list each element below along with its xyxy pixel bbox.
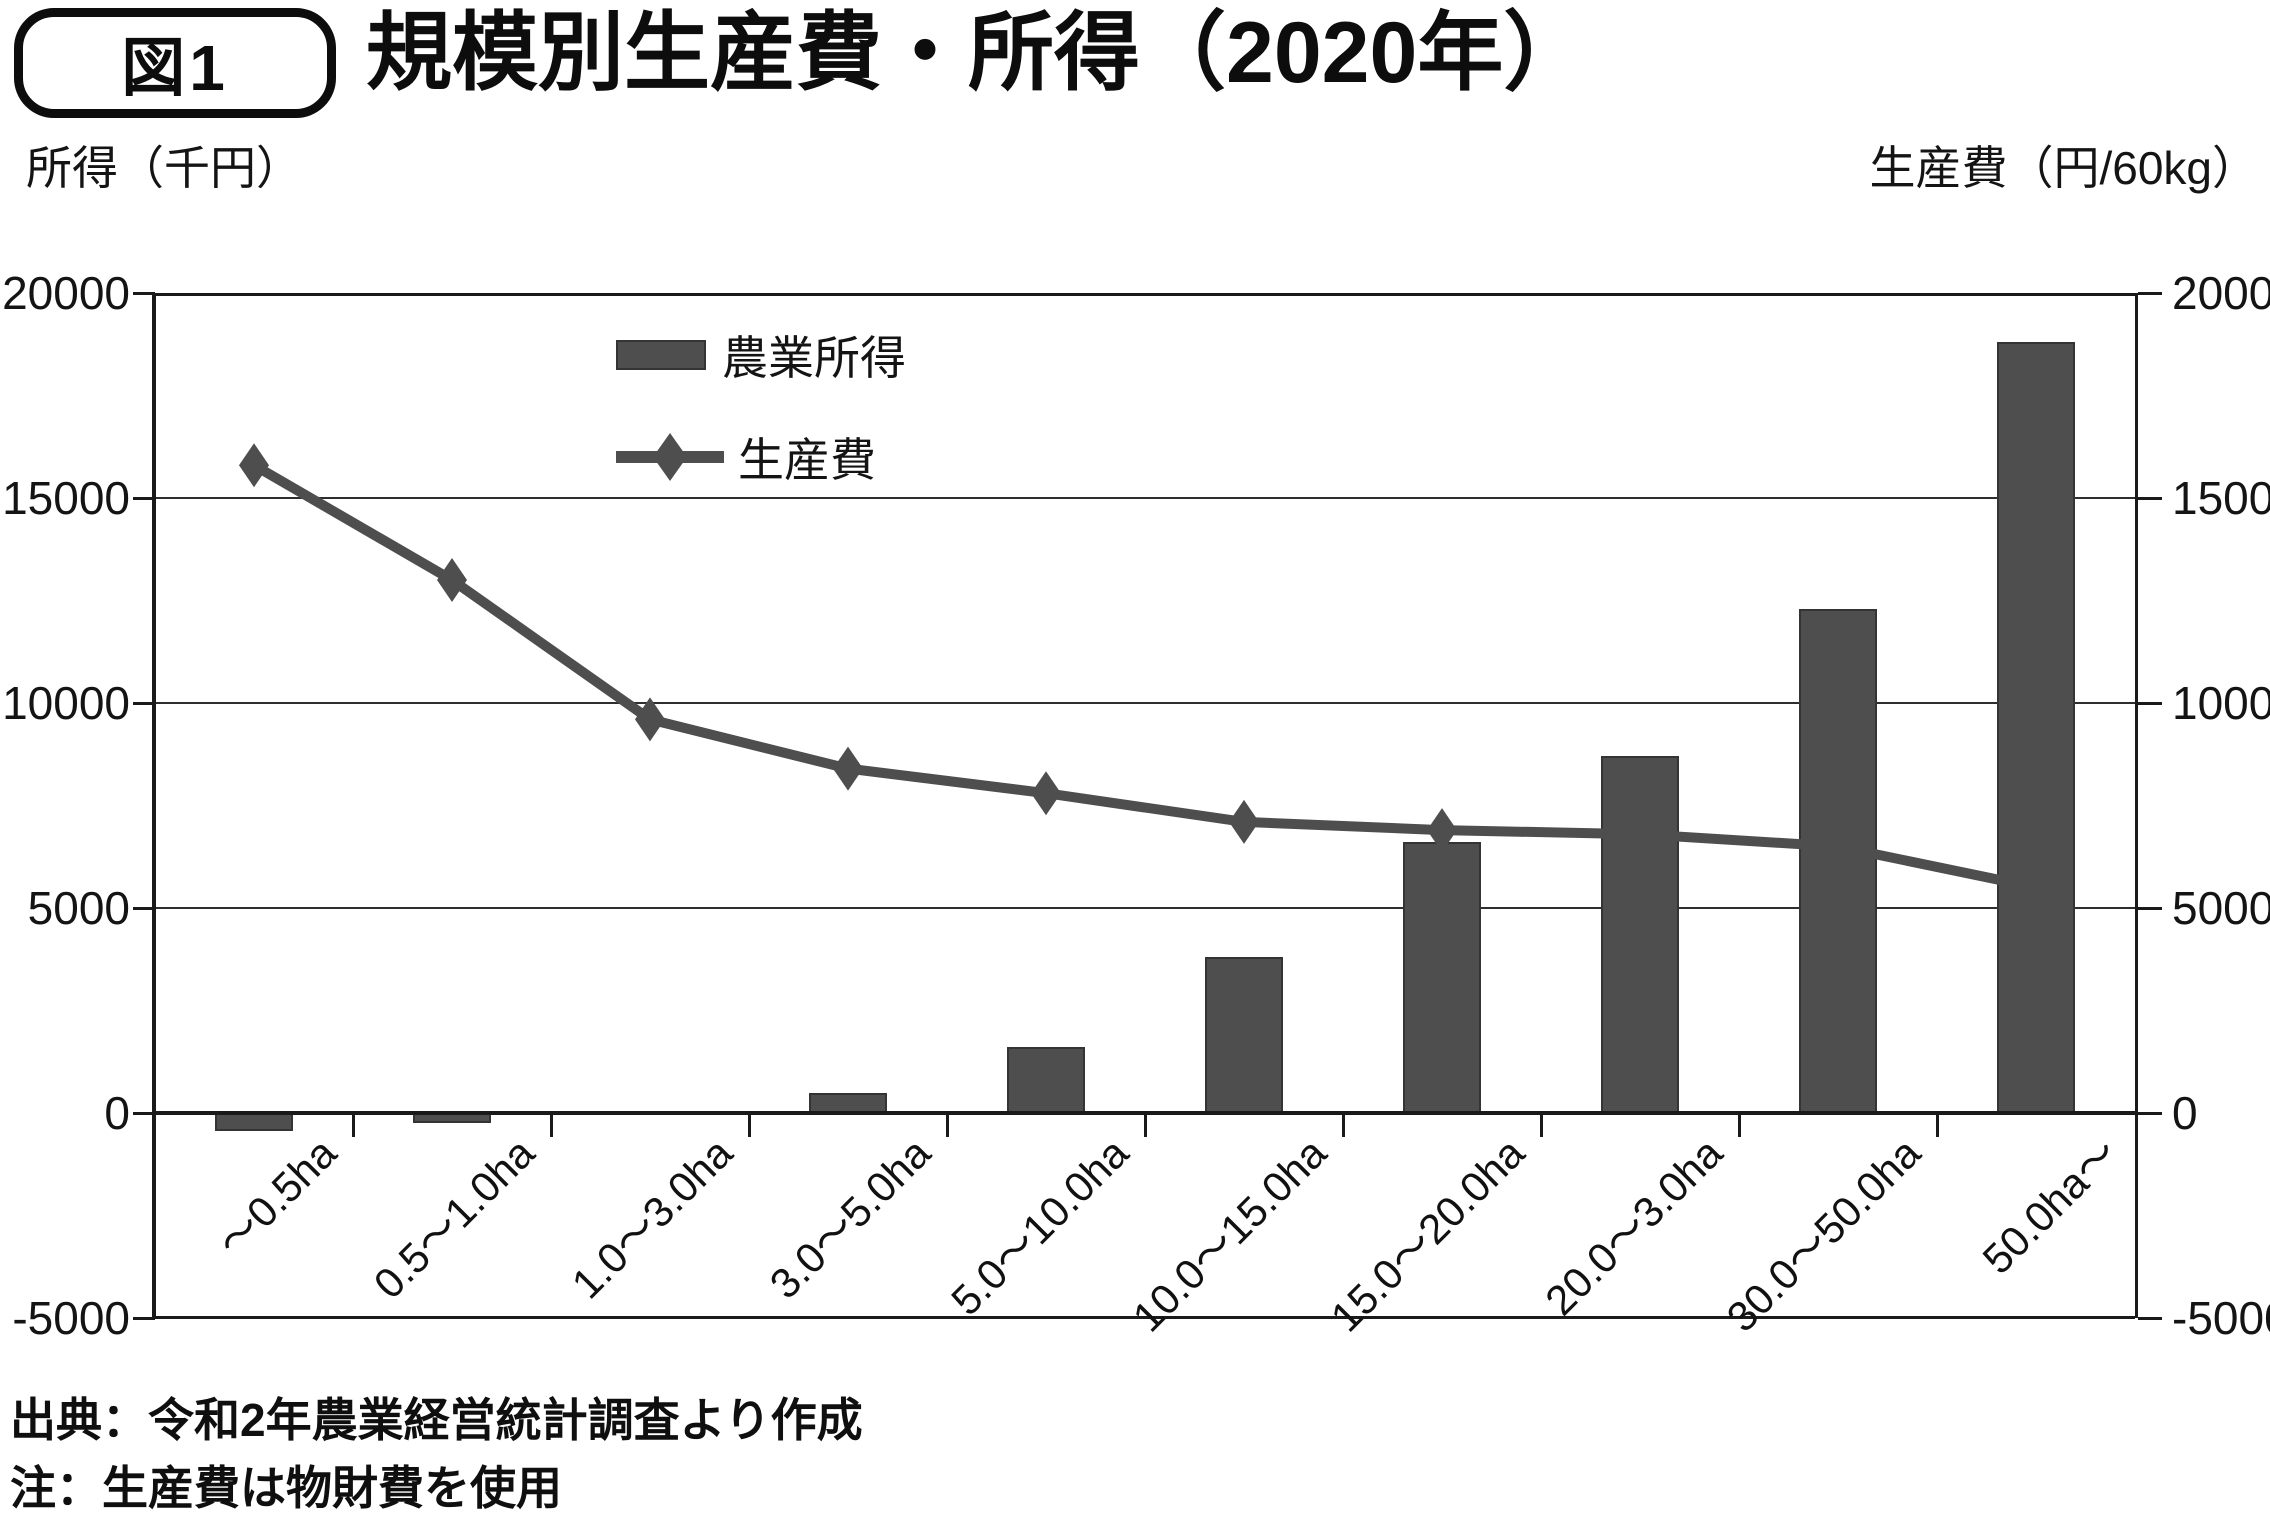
income-bar	[1997, 342, 2075, 1113]
y-tick-label-left: 5000	[27, 882, 130, 934]
y-tick-label-left: -5000	[12, 1292, 130, 1344]
cost-diamond-marker	[833, 746, 863, 791]
left-axis-tick	[133, 292, 155, 295]
y-tick-label-right: 10000	[2172, 677, 2270, 729]
note-line: 注：生産費は物財費を使用	[10, 1462, 562, 1514]
y-tick-label-left: 10000	[2, 677, 130, 729]
figure-badge: 図1	[14, 8, 336, 118]
income-bar	[1403, 842, 1481, 1113]
cost-diamond-marker	[635, 697, 665, 742]
figure-title: 規模別生産費・所得（2020年）	[366, 5, 1590, 101]
right-axis-title: 生産費（円/60kg）	[1869, 142, 2258, 194]
category-boundary-tick	[1144, 1113, 1147, 1137]
cost-diamond-marker	[239, 443, 269, 488]
left-axis-tick	[133, 497, 155, 500]
left-axis-title: 所得（千円）	[26, 142, 302, 194]
category-boundary-tick	[1738, 1113, 1741, 1137]
income-bar	[1007, 1047, 1085, 1113]
left-axis-tick	[133, 907, 155, 910]
cost-diamond-marker	[1031, 771, 1061, 816]
y-tick-label-left: 15000	[2, 472, 130, 524]
plot-left-axis	[152, 293, 156, 1318]
income-bar	[1799, 608, 1877, 1113]
category-boundary-tick	[946, 1113, 949, 1137]
y-tick-label-right: 0	[2172, 1087, 2198, 1139]
right-axis-tick	[2138, 702, 2162, 705]
legend-item-cost: 生産費	[616, 428, 906, 486]
cost-line-swatch-icon	[616, 431, 724, 483]
income-bar	[215, 1113, 293, 1132]
income-bar	[1205, 957, 1283, 1113]
category-boundary-tick	[748, 1113, 751, 1137]
y-tick-label-right: 20000	[2172, 267, 2270, 319]
plot-bottom-border	[155, 1316, 2135, 1319]
category-boundary-tick	[1936, 1113, 1939, 1137]
legend-item-income: 農業所得	[616, 326, 906, 384]
cost-diamond-marker	[437, 558, 467, 602]
h-gridline	[155, 907, 2135, 909]
category-boundary-tick	[352, 1113, 355, 1137]
left-axis-tick	[133, 702, 155, 705]
legend-diamond-icon	[653, 433, 687, 481]
left-axis-tick	[133, 1112, 155, 1115]
legend-label-cost: 生産費	[738, 434, 876, 486]
y-tick-label-right: 5000	[2172, 882, 2270, 934]
source-line: 出典：令和2年農業経営統計調査より作成	[10, 1394, 863, 1446]
y-tick-label-right: 15000	[2172, 472, 2270, 524]
legend-label-income: 農業所得	[722, 332, 906, 384]
income-bar	[1601, 756, 1679, 1113]
right-axis-tick	[2138, 1317, 2162, 1320]
y-tick-label-left: 0	[104, 1087, 130, 1139]
y-tick-label-right: -5000	[2172, 1292, 2270, 1344]
right-axis-tick	[2138, 292, 2162, 295]
category-boundary-tick	[550, 1113, 553, 1137]
income-bar-swatch-icon	[616, 340, 706, 370]
cost-line-path	[251, 460, 2038, 893]
category-boundary-tick	[1540, 1113, 1543, 1137]
cost-diamond-marker	[1229, 799, 1259, 844]
figure-badge-text: 図1	[121, 32, 229, 104]
left-axis-tick	[133, 1317, 155, 1320]
y-tick-label-left: 20000	[2, 267, 130, 319]
category-boundary-tick	[1342, 1113, 1345, 1137]
right-axis-tick	[2138, 1112, 2162, 1115]
right-axis-tick	[2138, 497, 2162, 500]
right-axis-tick	[2138, 907, 2162, 910]
plot-right-axis	[2135, 293, 2138, 1318]
income-bar	[809, 1092, 887, 1113]
legend: 農業所得 生産費	[616, 326, 906, 486]
h-gridline	[155, 497, 2135, 499]
plot-top-border	[155, 293, 2135, 296]
